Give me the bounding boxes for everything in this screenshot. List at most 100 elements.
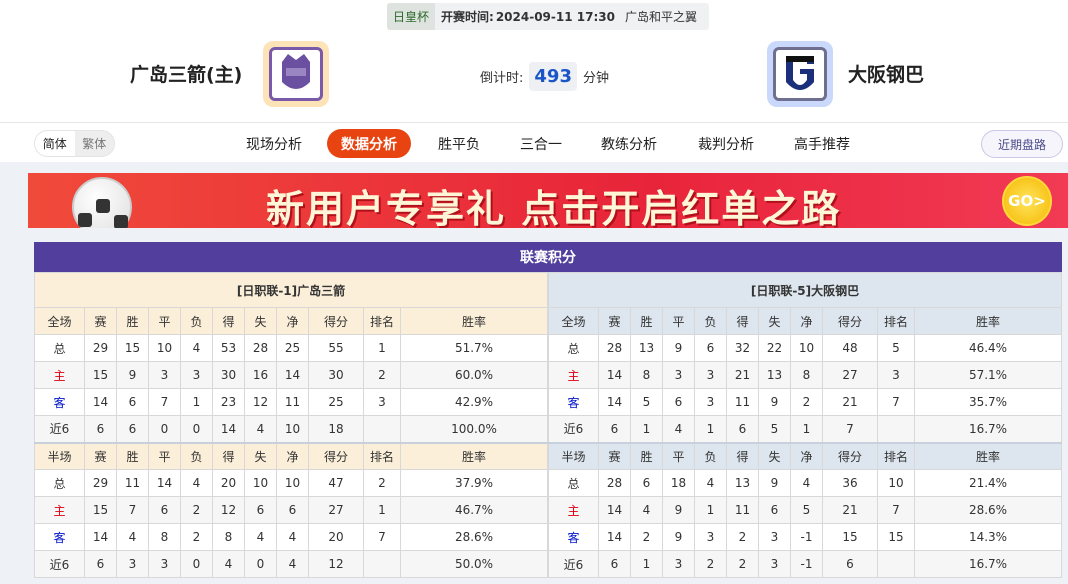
row-label: 客 (34, 523, 85, 551)
tab-expert-picks[interactable]: 高手推荐 (794, 136, 850, 153)
table-cell: 5 (758, 415, 791, 443)
table-cell: 1 (180, 388, 213, 416)
table-cell: 6 (84, 415, 117, 443)
table-cell: 3 (758, 550, 791, 578)
column-header: 净 (790, 307, 823, 335)
table-cell: 2 (180, 523, 213, 551)
table-cell: 7 (148, 388, 181, 416)
banner-text: 新用户专享礼 点击开启红单之路 (266, 187, 842, 228)
table-cell: 4 (790, 469, 823, 497)
tab-data-analysis[interactable]: 数据分析 (327, 129, 411, 158)
table-cell: 11 (116, 469, 149, 497)
row-label: 近6 (34, 415, 85, 443)
table-cell: 2 (363, 469, 401, 497)
table-cell: 3 (116, 550, 149, 578)
table-cell: 14 (598, 361, 631, 389)
table-cell: 9 (758, 469, 791, 497)
half-header-row: 半场赛胜平负得失净得分 排名 胜率 (34, 441, 548, 470)
table-cell: 8 (212, 523, 245, 551)
go-coin-icon[interactable]: GO> (1002, 176, 1052, 226)
home-team-logo[interactable] (263, 41, 329, 107)
football-icon (72, 177, 132, 228)
table-cell: 3 (180, 361, 213, 389)
team-caption: [日职联-5]大阪钢巴 (548, 272, 1062, 308)
competition-badge[interactable]: 日皇杯 (387, 3, 436, 30)
table-cell: 28 (598, 469, 631, 497)
table-cell: 7 (822, 415, 878, 443)
table-cell: 0 (244, 550, 277, 578)
row-label: 主 (34, 496, 85, 524)
column-header: 得 (726, 307, 759, 335)
table-cell: 20 (308, 523, 364, 551)
away-team-logo[interactable] (767, 41, 833, 107)
table-cell: 4 (212, 550, 245, 578)
tab-live-analysis[interactable]: 现场分析 (246, 136, 302, 153)
table-cell: 32 (726, 334, 759, 362)
column-header: 胜率 (914, 307, 1062, 335)
column-header: 得 (212, 441, 245, 470)
home-team-name[interactable]: 广岛三箭(主) (130, 64, 243, 86)
table-cell: 10 (244, 469, 277, 497)
table-cell: 6 (276, 496, 309, 524)
table-cell: 25 (276, 334, 309, 362)
table-cell: 27 (308, 496, 364, 524)
column-header: 得 (726, 441, 759, 470)
column-header: 排名 (363, 441, 401, 470)
table-cell: 3 (694, 523, 727, 551)
table-cell: 21 (726, 361, 759, 389)
table-cell: 55 (308, 334, 364, 362)
table-cell: 6 (822, 550, 878, 578)
table-cell (877, 550, 915, 578)
table-cell: 35.7% (914, 388, 1062, 416)
row-label: 近6 (548, 550, 599, 578)
column-header: 得分 (308, 441, 364, 470)
column-header: 全场 (34, 307, 85, 335)
table-cell: 46.7% (400, 496, 548, 524)
table-row: 客 14 6 7 1 23 12 11 25 3 42.9% (34, 388, 548, 416)
table-row: 总 28 13 9 6 32 22 10 48 5 46.4% (548, 334, 1062, 362)
table-cell: 1 (790, 415, 823, 443)
away-team-name[interactable]: 大阪钢巴 (848, 64, 925, 86)
table-cell: 6 (148, 496, 181, 524)
table-cell: 3 (662, 361, 695, 389)
table-cell: 21.4% (914, 469, 1062, 497)
table-cell: 1 (630, 415, 663, 443)
table-cell: 2 (363, 361, 401, 389)
match-info-bar: 日皇杯 开赛时间: 2024-09-11 17:30 广岛和平之翼 (387, 3, 709, 30)
table-cell: 14 (598, 388, 631, 416)
tab-win-draw-lose[interactable]: 胜平负 (438, 136, 480, 153)
row-label: 客 (548, 523, 599, 551)
league-standings: 联赛积分 [日职联-1]广岛三箭 全场赛胜平负得失净得分 排名 胜率总 29 15 10 4 5… (34, 242, 1062, 578)
table-cell: 6 (244, 496, 277, 524)
table-cell: 13 (630, 334, 663, 362)
tab-three-in-one[interactable]: 三合一 (520, 136, 562, 153)
table-cell: 8 (630, 361, 663, 389)
table-cell: 46.4% (914, 334, 1062, 362)
column-header: 排名 (363, 307, 401, 335)
table-row: 客 14 5 6 3 11 9 2 21 7 35.7% (548, 388, 1062, 416)
recent-form-button[interactable]: 近期盘路 (981, 130, 1063, 158)
table-cell: 2 (180, 496, 213, 524)
tab-coach-analysis[interactable]: 教练分析 (601, 136, 657, 153)
table-row: 主 15 7 6 2 12 6 6 27 1 46.7% (34, 496, 548, 524)
table-cell: 37.9% (400, 469, 548, 497)
table-cell: 6 (662, 388, 695, 416)
simplified-chinese-button[interactable]: 简体 (35, 131, 75, 156)
table-cell: 2 (694, 550, 727, 578)
column-header: 负 (180, 441, 213, 470)
traditional-chinese-button[interactable]: 繁体 (82, 137, 107, 151)
table-cell: 47 (308, 469, 364, 497)
column-header: 负 (694, 441, 727, 470)
table-row: 总 29 15 10 4 53 28 25 55 1 51.7% (34, 334, 548, 362)
tab-referee-analysis[interactable]: 裁判分析 (698, 136, 754, 153)
kickoff-time: 2024-09-11 17:30 (495, 9, 615, 24)
column-header: 平 (662, 441, 695, 470)
column-header: 平 (148, 441, 181, 470)
table-row: 近6 6 3 3 0 4 0 4 12 50.0% (34, 550, 548, 578)
table-cell: 0 (180, 550, 213, 578)
match-header: 日皇杯 开赛时间: 2024-09-11 17:30 广岛和平之翼 广岛三箭(主… (0, 0, 1068, 122)
column-header: 赛 (598, 307, 631, 335)
promo-banner[interactable]: 新用户专享礼 点击开启红单之路 GO> (28, 173, 1068, 228)
table-cell: 100.0% (400, 415, 548, 443)
table-cell: 6 (694, 334, 727, 362)
